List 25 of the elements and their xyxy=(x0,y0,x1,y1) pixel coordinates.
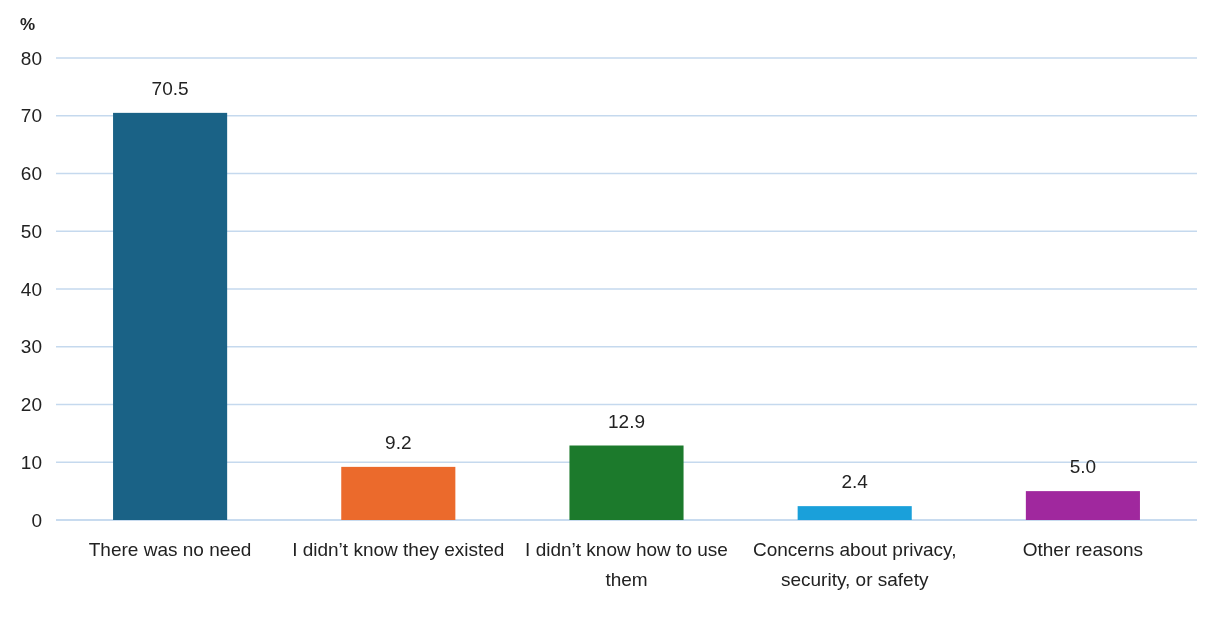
x-tick-label: I didn’t know they existed xyxy=(292,539,505,560)
x-tick-label: Other reasons xyxy=(1022,539,1144,560)
y-tick-label: 0 xyxy=(31,509,42,531)
y-axis-title: % xyxy=(20,15,36,34)
bar xyxy=(341,466,456,520)
data-label: 2.4 xyxy=(841,471,869,493)
y-tick-label: 50 xyxy=(20,220,42,242)
data-label: 9.2 xyxy=(385,431,412,453)
y-tick-label: 30 xyxy=(20,336,42,358)
bar xyxy=(113,112,228,520)
y-tick-label: 60 xyxy=(20,163,42,185)
data-label: 12.9 xyxy=(608,410,645,432)
data-label: 70.5 xyxy=(151,77,189,99)
bar xyxy=(1025,491,1140,520)
data-label: 5.0 xyxy=(1069,456,1097,478)
y-tick-label: 80 xyxy=(20,47,42,69)
y-tick-label: 10 xyxy=(20,451,42,473)
x-tick-label: There was no need xyxy=(88,539,252,560)
y-tick-label: 20 xyxy=(20,394,42,416)
y-tick-label: 40 xyxy=(20,278,42,300)
y-tick-label: 70 xyxy=(20,105,42,127)
bar xyxy=(797,506,912,520)
bar xyxy=(569,445,684,520)
x-tick-label: Concerns about privacy, security, or safety xyxy=(752,539,957,590)
x-tick-label: I didn’t know how to use them xyxy=(525,539,728,590)
